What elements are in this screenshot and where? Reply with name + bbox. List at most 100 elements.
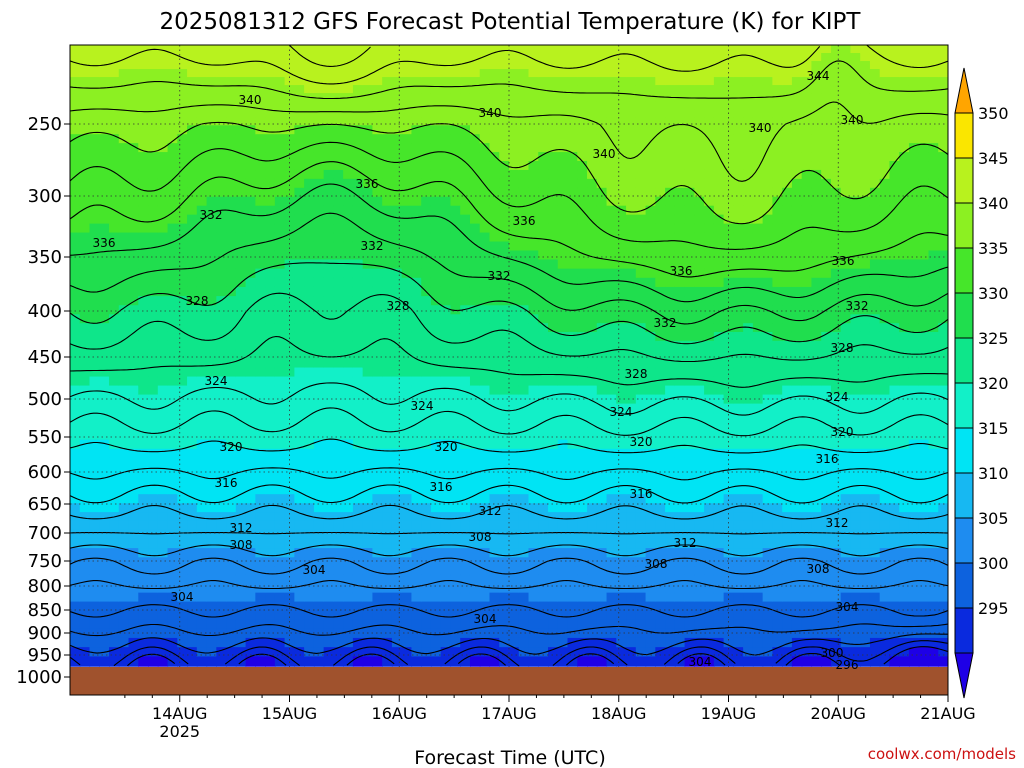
temperature-cell xyxy=(216,394,227,405)
temperature-cell xyxy=(265,134,276,144)
temperature-cell xyxy=(255,259,266,270)
temperature-cell xyxy=(665,412,676,423)
temperature-cell xyxy=(489,286,500,297)
temperature-cell xyxy=(313,367,325,378)
temperature-cell xyxy=(128,259,139,270)
temperature-cell xyxy=(382,529,393,540)
temperature-cell xyxy=(343,430,354,441)
temperature-cell xyxy=(684,277,695,288)
temperature-cell xyxy=(89,358,100,369)
temperature-cell xyxy=(684,296,695,306)
temperature-cell xyxy=(352,619,364,630)
temperature-cell xyxy=(655,152,666,162)
temperature-cell xyxy=(440,241,452,252)
temperature-cell xyxy=(187,117,198,126)
temperature-cell xyxy=(167,349,178,360)
temperature-cell xyxy=(352,305,364,315)
temperature-cell xyxy=(528,161,539,171)
temperature-cell xyxy=(762,259,773,270)
temperature-cell xyxy=(382,250,393,261)
temperature-cell xyxy=(79,77,91,86)
temperature-cell xyxy=(460,557,471,567)
temperature-cell xyxy=(352,232,364,243)
temperature-cell xyxy=(499,161,510,171)
temperature-cell xyxy=(723,557,734,567)
temperature-cell xyxy=(548,349,559,360)
temperature-cell xyxy=(304,232,315,243)
temperature-cell xyxy=(372,610,383,621)
temperature-cell xyxy=(274,232,286,243)
temperature-cell xyxy=(411,619,422,630)
temperature-cell xyxy=(196,69,208,78)
temperature-cell xyxy=(89,178,100,189)
temperature-cell xyxy=(109,529,120,540)
temperature-cell xyxy=(616,637,627,648)
temperature-cell xyxy=(557,637,569,648)
temperature-cell xyxy=(713,656,725,667)
temperature-cell xyxy=(479,93,491,102)
temperature-cell xyxy=(333,538,344,549)
temperature-cell xyxy=(460,214,471,225)
temperature-cell xyxy=(138,358,149,369)
temperature-cell xyxy=(684,169,695,180)
temperature-cell xyxy=(333,349,344,360)
temperature-cell xyxy=(226,169,237,180)
temperature-cell xyxy=(401,178,413,189)
temperature-cell xyxy=(587,268,598,279)
temperature-cell xyxy=(460,69,471,78)
temperature-cell xyxy=(138,503,149,513)
temperature-cell xyxy=(567,448,578,459)
temperature-cell xyxy=(79,566,91,576)
temperature-cell xyxy=(557,241,569,252)
temperature-cell xyxy=(128,232,139,243)
temperature-cell xyxy=(70,494,81,504)
temperature-cell xyxy=(70,214,81,225)
temperature-cell xyxy=(235,61,247,70)
temperature-cell xyxy=(362,421,374,432)
temperature-cell xyxy=(752,610,764,621)
temperature-cell xyxy=(206,331,217,342)
temperature-cell xyxy=(167,125,178,135)
temperature-cell xyxy=(557,538,569,549)
temperature-cell xyxy=(196,143,208,153)
temperature-cell xyxy=(762,109,773,118)
temperature-cell xyxy=(265,512,276,522)
temperature-cell xyxy=(538,656,549,667)
temperature-cell xyxy=(148,430,159,441)
temperature-cell xyxy=(352,557,364,567)
temperature-cell xyxy=(304,125,315,135)
temperature-cell xyxy=(430,656,442,667)
temperature-cell xyxy=(167,619,178,630)
temperature-cell xyxy=(713,512,725,522)
temperature-cell xyxy=(109,421,120,432)
temperature-cell xyxy=(333,286,344,297)
temperature-cell xyxy=(694,232,705,243)
temperature-cell xyxy=(538,538,549,549)
temperature-cell xyxy=(606,628,617,639)
temperature-cell xyxy=(674,223,686,234)
temperature-cell xyxy=(109,457,120,468)
temperature-cell xyxy=(138,439,149,450)
temperature-cell xyxy=(723,61,734,70)
temperature-cell xyxy=(713,45,725,54)
temperature-cell xyxy=(265,53,276,62)
temperature-cell xyxy=(274,259,286,270)
temperature-cell xyxy=(606,367,617,378)
temperature-cell xyxy=(343,250,354,261)
temperature-cell xyxy=(235,305,247,315)
temperature-cell xyxy=(157,403,169,414)
temperature-cell xyxy=(440,125,452,135)
temperature-cell xyxy=(245,61,256,70)
temperature-cell xyxy=(733,250,744,261)
temperature-cell xyxy=(89,385,100,396)
temperature-cell xyxy=(606,223,617,234)
temperature-cell xyxy=(401,583,413,594)
temperature-cell xyxy=(382,610,393,621)
temperature-cell xyxy=(469,628,481,639)
temperature-cell xyxy=(274,637,286,648)
temperature-cell xyxy=(635,214,647,225)
temperature-cell xyxy=(284,485,295,495)
temperature-cell xyxy=(148,637,159,648)
temperature-cell xyxy=(616,331,627,342)
temperature-cell xyxy=(645,134,656,144)
